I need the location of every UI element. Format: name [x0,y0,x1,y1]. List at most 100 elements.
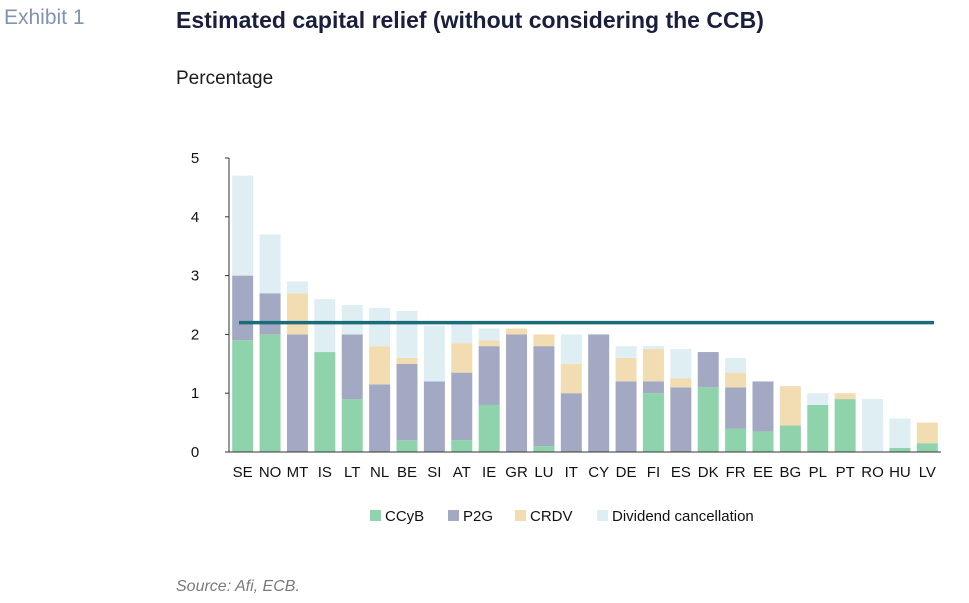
bar-segment [341,399,363,452]
bar-segment [670,378,692,388]
bar-segment [533,334,555,347]
bar-segment [752,431,774,452]
bar-segment [259,293,281,335]
bar-segment [232,275,254,341]
bar-segment [451,322,473,344]
bar-segment [396,310,418,358]
x-tick-label: LU [534,464,553,481]
x-tick-label: AT [453,464,471,481]
x-tick-label: DK [698,464,719,481]
bar-segment [862,399,884,452]
x-tick-label: SE [233,464,253,481]
x-tick-label: LT [344,464,360,481]
bar-segment [779,386,801,426]
bar-segment [451,343,473,373]
bar-segment [560,334,582,364]
bar-segment [807,393,829,405]
x-tick-label: PT [836,464,855,481]
x-tick-label: EE [753,464,773,481]
bar-segment [478,404,500,452]
bar-segment [560,363,582,394]
bar-segment [369,307,391,347]
x-tick-label: LV [919,464,936,481]
x-tick-label: HU [889,464,911,481]
x-tick-label: MT [287,464,309,481]
legend-label: CRDV [530,508,573,525]
legend-swatch [515,510,526,521]
bar-segment [286,281,308,294]
bar-segment [478,328,500,341]
x-tick-label: IS [318,464,332,481]
legend-swatch [597,510,608,521]
y-tick-label: 3 [191,268,199,285]
bar-segment [588,334,610,452]
bar-segment [396,363,418,441]
x-tick-label: DE [616,464,637,481]
x-tick-label: IT [565,464,578,481]
bar-segment [670,349,692,379]
chart-title: Estimated capital relief (without consid… [176,7,764,33]
unit-label: Percentage [176,68,274,89]
bar-segment [725,357,747,373]
x-tick-label: FR [726,464,746,481]
bar-segment [642,349,664,382]
bar-segment [697,387,719,452]
bar-segment [889,447,911,452]
bar-segment [286,334,308,452]
bar-segment [232,340,254,452]
x-tick-label: NL [370,464,389,481]
bar-segment [725,372,747,388]
bar-segment [341,334,363,400]
bar-segment [478,346,500,405]
bar-segment [752,381,774,432]
bar-segment [615,381,637,452]
bar-segment [697,352,719,388]
x-tick-label: BG [780,464,802,481]
bar-segment [725,387,747,429]
legend-label: Dividend cancellation [612,508,754,525]
bar-segment [834,399,856,452]
bar-segment [642,393,664,452]
bar-segment [916,443,938,452]
y-tick-label: 5 [191,150,199,167]
bar-segment [259,234,281,294]
bar-segment [615,346,637,358]
bar-segment [314,299,336,353]
bar-segment [533,346,555,447]
bar-segment [286,293,308,335]
bar-segment [670,387,692,452]
bar-segment [834,393,856,400]
bar-segment [807,404,829,452]
legend-label: P2G [463,508,493,525]
bar-segment [506,328,528,335]
bar-segment [314,352,336,452]
bar-segment [423,325,445,382]
bar-segment [533,446,555,452]
bar-segment [451,372,473,441]
x-tick-label: SI [427,464,441,481]
bar-segment [889,418,911,448]
bar-segment [642,381,664,394]
bar-segment [478,340,500,347]
exhibit-label: Exhibit 1 [4,6,85,29]
y-tick-label: 1 [191,385,199,402]
bar-segment [506,334,528,452]
y-tick-label: 2 [191,326,199,343]
bar-segment [341,305,363,335]
x-tick-label: ES [671,464,691,481]
legend-label: CCyB [385,508,424,525]
bar-segment [451,440,473,452]
x-tick-label: FI [647,464,660,481]
bar-segment [779,425,801,452]
bar-segment [725,428,747,452]
bar-segment [369,384,391,452]
x-tick-label: IE [482,464,496,481]
x-tick-label: NO [259,464,282,481]
bar-segment [396,440,418,452]
bar-segment [615,357,637,382]
legend-swatch [448,510,459,521]
bar-segment [232,175,254,276]
x-tick-label: GR [505,464,528,481]
y-tick-label: 4 [191,209,199,226]
